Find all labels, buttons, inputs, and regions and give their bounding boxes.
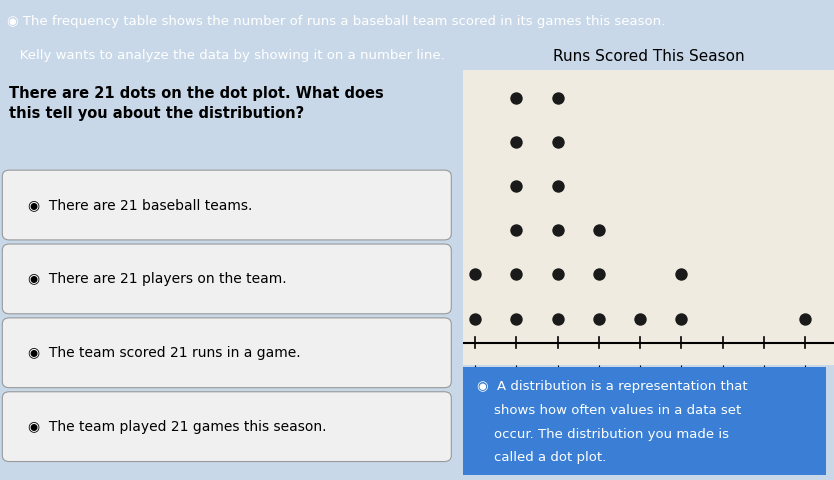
Point — [634, 315, 647, 323]
Text: ◉  There are 21 players on the team.: ◉ There are 21 players on the team. — [28, 272, 286, 286]
Text: ◉  A distribution is a representation that: ◉ A distribution is a representation tha… — [477, 380, 748, 393]
Point — [469, 315, 482, 323]
Point — [551, 95, 565, 102]
Text: ◉  The team scored 21 runs in a game.: ◉ The team scored 21 runs in a game. — [28, 346, 300, 360]
Text: ◉  There are 21 baseball teams.: ◉ There are 21 baseball teams. — [28, 198, 252, 212]
FancyBboxPatch shape — [3, 170, 451, 240]
FancyBboxPatch shape — [449, 363, 834, 480]
Point — [551, 227, 565, 234]
Point — [551, 271, 565, 278]
Point — [798, 315, 811, 323]
X-axis label: Number of Runs in a Game: Number of Runs in a Game — [564, 392, 733, 405]
Text: ◉ The frequency table shows the number of runs a baseball team scored in its gam: ◉ The frequency table shows the number o… — [7, 15, 665, 28]
Point — [510, 271, 523, 278]
Point — [510, 227, 523, 234]
Text: occur. The distribution you made is: occur. The distribution you made is — [477, 428, 730, 441]
Text: called a dot plot.: called a dot plot. — [477, 451, 606, 465]
Point — [592, 315, 605, 323]
Point — [592, 227, 605, 234]
Point — [551, 182, 565, 190]
Text: ◉  The team played 21 games this season.: ◉ The team played 21 games this season. — [28, 420, 326, 433]
Text: There are 21 dots on the dot plot. What does
this tell you about the distributio: There are 21 dots on the dot plot. What … — [9, 86, 384, 121]
FancyBboxPatch shape — [3, 244, 451, 314]
Point — [510, 95, 523, 102]
Point — [551, 315, 565, 323]
Point — [551, 138, 565, 146]
Point — [510, 315, 523, 323]
Point — [675, 315, 688, 323]
Point — [469, 271, 482, 278]
Text: shows how often values in a data set: shows how often values in a data set — [477, 404, 741, 417]
FancyBboxPatch shape — [3, 392, 451, 462]
Point — [510, 138, 523, 146]
Text: Kelly wants to analyze the data by showing it on a number line.: Kelly wants to analyze the data by showi… — [7, 49, 445, 62]
Title: Runs Scored This Season: Runs Scored This Season — [553, 49, 744, 64]
Point — [592, 271, 605, 278]
Point — [510, 182, 523, 190]
Point — [675, 271, 688, 278]
FancyBboxPatch shape — [3, 318, 451, 388]
